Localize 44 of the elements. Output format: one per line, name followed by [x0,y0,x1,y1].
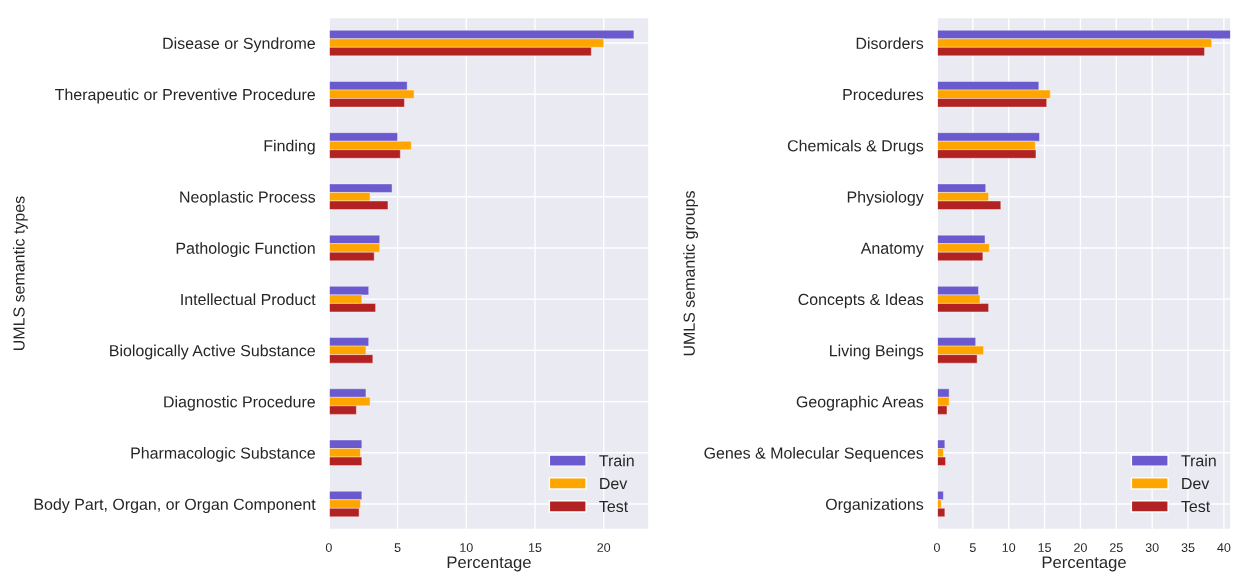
x-tick-label: 15 [1038,543,1051,552]
legend-label: Train [599,454,634,467]
y-tick-label: Disorders [856,37,924,50]
x-tick-label: 0 [933,543,940,552]
x-tick-label: 40 [1217,543,1231,552]
y-axis-title: UMLS semantic types [12,196,28,350]
x-tick-label: 10 [460,543,473,552]
legend-label: Dev [600,478,628,490]
x-tick-label: 20 [1074,543,1087,552]
y-tick-label: Genes & Molecular Sequences [704,447,924,462]
y-tick-label: Disease or Syndrome [163,37,315,53]
y-tick-label: Living Beings [830,344,924,360]
y-tick-label: Pharmacologic Substance [131,447,315,462]
y-tick-label: Body Part, Organ, or Organ Component [34,498,316,514]
y-tick-label: Diagnostic Procedure [164,395,315,411]
y-tick-label: Therapeutic or Preventive Procedure [55,88,315,104]
x-axis-title: Percentage [1042,556,1126,572]
x-tick-label: 10 [1002,543,1016,552]
y-tick-label: Geographic Areas [796,395,924,411]
y-tick-label: Anatomy [860,242,924,258]
y-axis-title: UMLS semantic groups [683,191,699,356]
y-tick-label: Concepts & Ideas [798,293,924,309]
x-tick-label: 15 [528,543,542,552]
x-axis-title: Percentage [447,556,531,572]
y-tick-label: Chemicals & Drugs [787,139,924,155]
x-tick-label: 25 [1109,543,1123,552]
x-tick-label: 0 [325,543,332,552]
y-tick-label: Organizations [825,498,924,514]
x-tick-label: 5 [969,543,976,552]
y-tick-label: Procedures [843,88,924,101]
y-tick-label: Neoplastic Process [180,190,316,206]
y-tick-label: Physiology [847,190,924,206]
legend-label: Dev [1182,478,1210,490]
x-tick-label: 20 [597,543,611,552]
y-tick-label: Pathologic Function [176,242,315,258]
x-tick-label: 35 [1181,543,1195,552]
legend-label: Test [1181,500,1211,513]
legend-label: Test [599,500,629,513]
y-tick-label: Finding [264,139,315,155]
x-tick-label: 30 [1145,543,1159,552]
y-tick-label: Intellectual Product [181,293,316,306]
x-tick-label: 5 [394,543,401,552]
legend-label: Train [1181,454,1216,467]
y-tick-label: Biologically Active Substance [110,344,315,360]
